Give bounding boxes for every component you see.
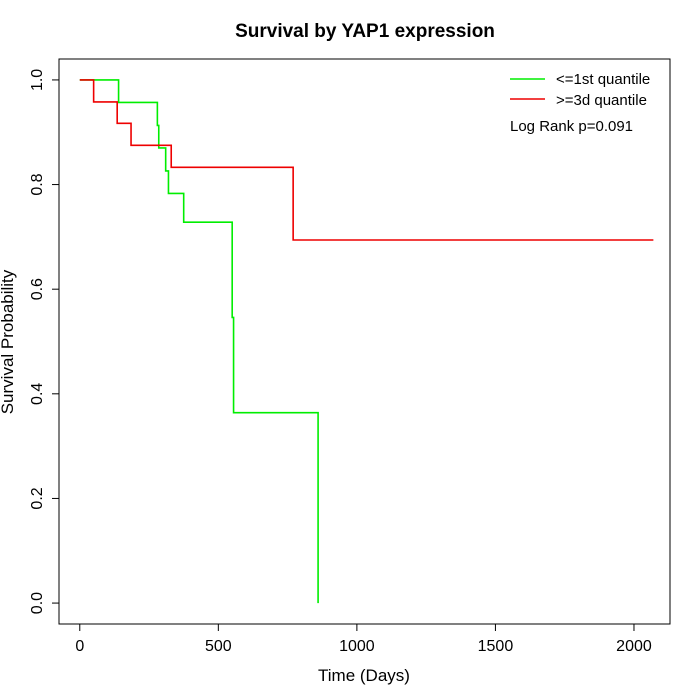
survival-curve-high	[79, 79, 654, 241]
y-axis: 0.0 0.2 0.4 0.6 0.8 1.0	[29, 69, 60, 614]
y-tick-label: 0.2	[29, 487, 46, 509]
log-rank-annotation: Log Rank p=0.091	[510, 118, 633, 135]
series-layer	[79, 79, 654, 604]
x-tick-label: 1000	[339, 638, 375, 655]
x-tick-label: 500	[205, 638, 232, 655]
y-tick-label: 0.8	[29, 173, 46, 195]
x-tick-label: 1500	[478, 638, 514, 655]
x-axis: 0 500 1000 1500 2000	[75, 623, 652, 655]
y-tick-label: 1.0	[29, 69, 46, 91]
plot-frame	[58, 58, 671, 625]
survival-curve-low	[79, 79, 319, 604]
x-tick-label: 2000	[616, 638, 652, 655]
legend-label-low: <=1st quantile	[556, 71, 650, 88]
y-axis-label: Survival Probability	[0, 269, 17, 414]
legend: <=1st quantile >=3d quantile	[510, 71, 650, 109]
y-tick-label: 0.6	[29, 278, 46, 300]
y-tick-label: 0.0	[29, 592, 46, 614]
legend-label-high: >=3d quantile	[556, 92, 647, 109]
x-axis-label: Time (Days)	[318, 666, 410, 685]
y-tick-label: 0.4	[29, 383, 46, 405]
x-tick-label: 0	[75, 638, 84, 655]
chart-title: Survival by YAP1 expression	[235, 21, 495, 42]
